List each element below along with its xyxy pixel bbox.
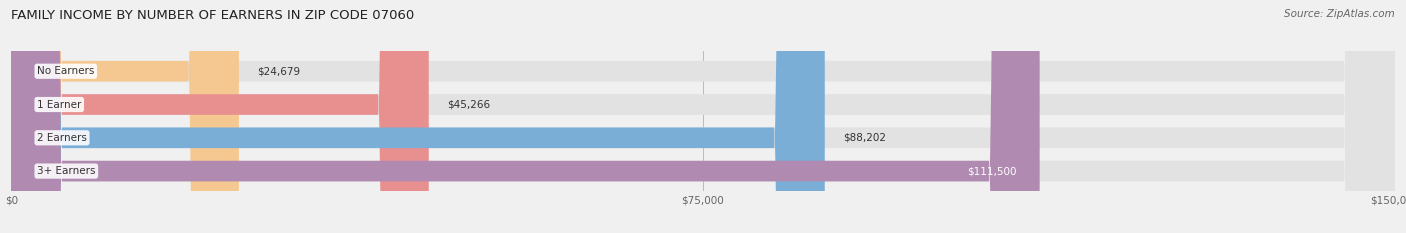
FancyBboxPatch shape — [11, 0, 429, 233]
Text: $111,500: $111,500 — [967, 166, 1017, 176]
Text: $45,266: $45,266 — [447, 99, 491, 110]
Text: 2 Earners: 2 Earners — [37, 133, 87, 143]
Text: $24,679: $24,679 — [257, 66, 301, 76]
Text: No Earners: No Earners — [37, 66, 94, 76]
FancyBboxPatch shape — [11, 0, 1395, 233]
Text: 3+ Earners: 3+ Earners — [37, 166, 96, 176]
Text: Source: ZipAtlas.com: Source: ZipAtlas.com — [1284, 9, 1395, 19]
FancyBboxPatch shape — [11, 0, 239, 233]
FancyBboxPatch shape — [11, 0, 1395, 233]
FancyBboxPatch shape — [11, 0, 1395, 233]
Text: $88,202: $88,202 — [844, 133, 886, 143]
Text: FAMILY INCOME BY NUMBER OF EARNERS IN ZIP CODE 07060: FAMILY INCOME BY NUMBER OF EARNERS IN ZI… — [11, 9, 415, 22]
FancyBboxPatch shape — [11, 0, 1039, 233]
FancyBboxPatch shape — [11, 0, 825, 233]
FancyBboxPatch shape — [11, 0, 1395, 233]
Text: 1 Earner: 1 Earner — [37, 99, 82, 110]
